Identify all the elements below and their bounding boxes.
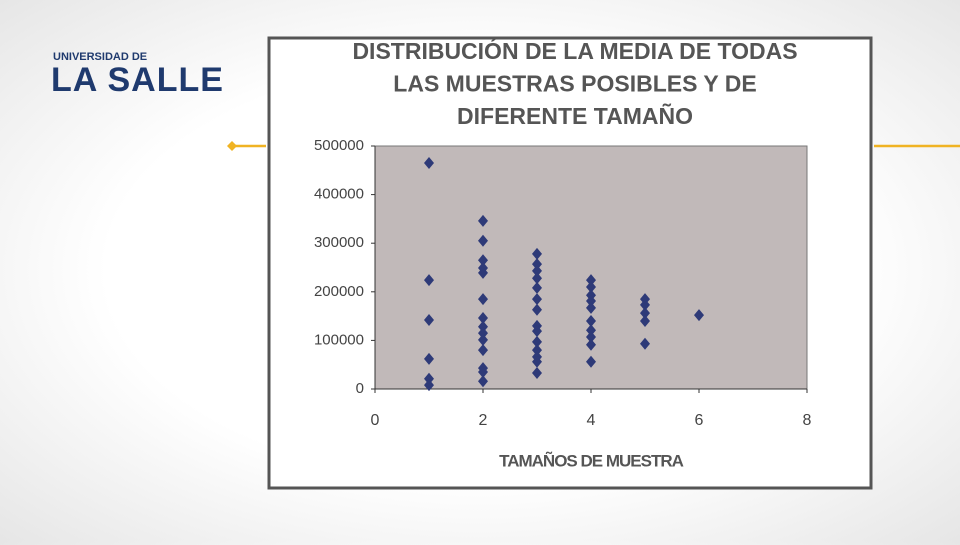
point: [478, 214, 488, 227]
x-axis-label: TAMAÑOS DE MUESTRA: [499, 450, 684, 470]
x-tick-label: 0: [371, 412, 380, 429]
point: [586, 274, 596, 287]
point: [532, 281, 542, 294]
accent-diamond: [227, 141, 237, 151]
point: [478, 266, 488, 279]
point: [640, 298, 650, 311]
chart-title: DIFERENTE TAMAÑO: [457, 102, 693, 129]
point: [586, 330, 596, 343]
point: [532, 366, 542, 379]
point: [424, 313, 434, 326]
plot-area: [374, 145, 808, 390]
point: [478, 327, 488, 340]
x-tick-label: 6: [695, 412, 704, 429]
point: [532, 325, 542, 338]
chart-title: LAS MUESTRAS POSIBLES Y DE: [393, 71, 756, 97]
y-tick-label: 200000: [314, 283, 364, 300]
point: [478, 234, 488, 247]
point: [532, 293, 542, 306]
y-tick-label: 500000: [314, 137, 364, 154]
chart: DISTRIBUCIÓN DE LA MEDIA DE TODAS LAS MUE…: [314, 37, 812, 470]
point: [478, 320, 488, 333]
point: [424, 352, 434, 365]
point: [640, 337, 650, 350]
point: [694, 309, 704, 322]
point: [532, 264, 542, 277]
point: [478, 293, 488, 306]
point: [478, 254, 488, 267]
point: [424, 274, 434, 287]
x-tick-label: 8: [803, 412, 812, 429]
point: [586, 301, 596, 314]
x-tick-label: 4: [587, 412, 596, 429]
point: [640, 307, 650, 320]
point: [532, 355, 542, 368]
y-tick-label: 300000: [314, 234, 364, 251]
point: [586, 355, 596, 368]
logo-bottom: LA SALLE: [51, 61, 224, 99]
point: [424, 379, 434, 392]
point: [532, 272, 542, 285]
point: [478, 375, 488, 388]
logo-top: UNIVERSIDAD DE: [53, 51, 147, 63]
y-tick-label: 400000: [314, 186, 364, 203]
point: [532, 335, 542, 348]
point: [478, 365, 488, 378]
point: [586, 338, 596, 351]
point: [424, 372, 434, 385]
y-tick-label: 100000: [314, 331, 364, 348]
point: [586, 324, 596, 337]
y-tick-label: 0: [356, 380, 364, 397]
point: [640, 314, 650, 327]
point: [532, 247, 542, 260]
chart-title: DISTRIBUCIÓN DE LA MEDIA DE TODAS: [352, 37, 797, 64]
point: [478, 312, 488, 325]
x-tick-label: 2: [479, 412, 488, 429]
point: [424, 157, 434, 170]
point: [532, 258, 542, 271]
point: [586, 314, 596, 327]
point: [478, 344, 488, 357]
point: [532, 303, 542, 316]
point: [586, 295, 596, 308]
point: [478, 333, 488, 346]
point: [532, 344, 542, 357]
point: [586, 280, 596, 293]
